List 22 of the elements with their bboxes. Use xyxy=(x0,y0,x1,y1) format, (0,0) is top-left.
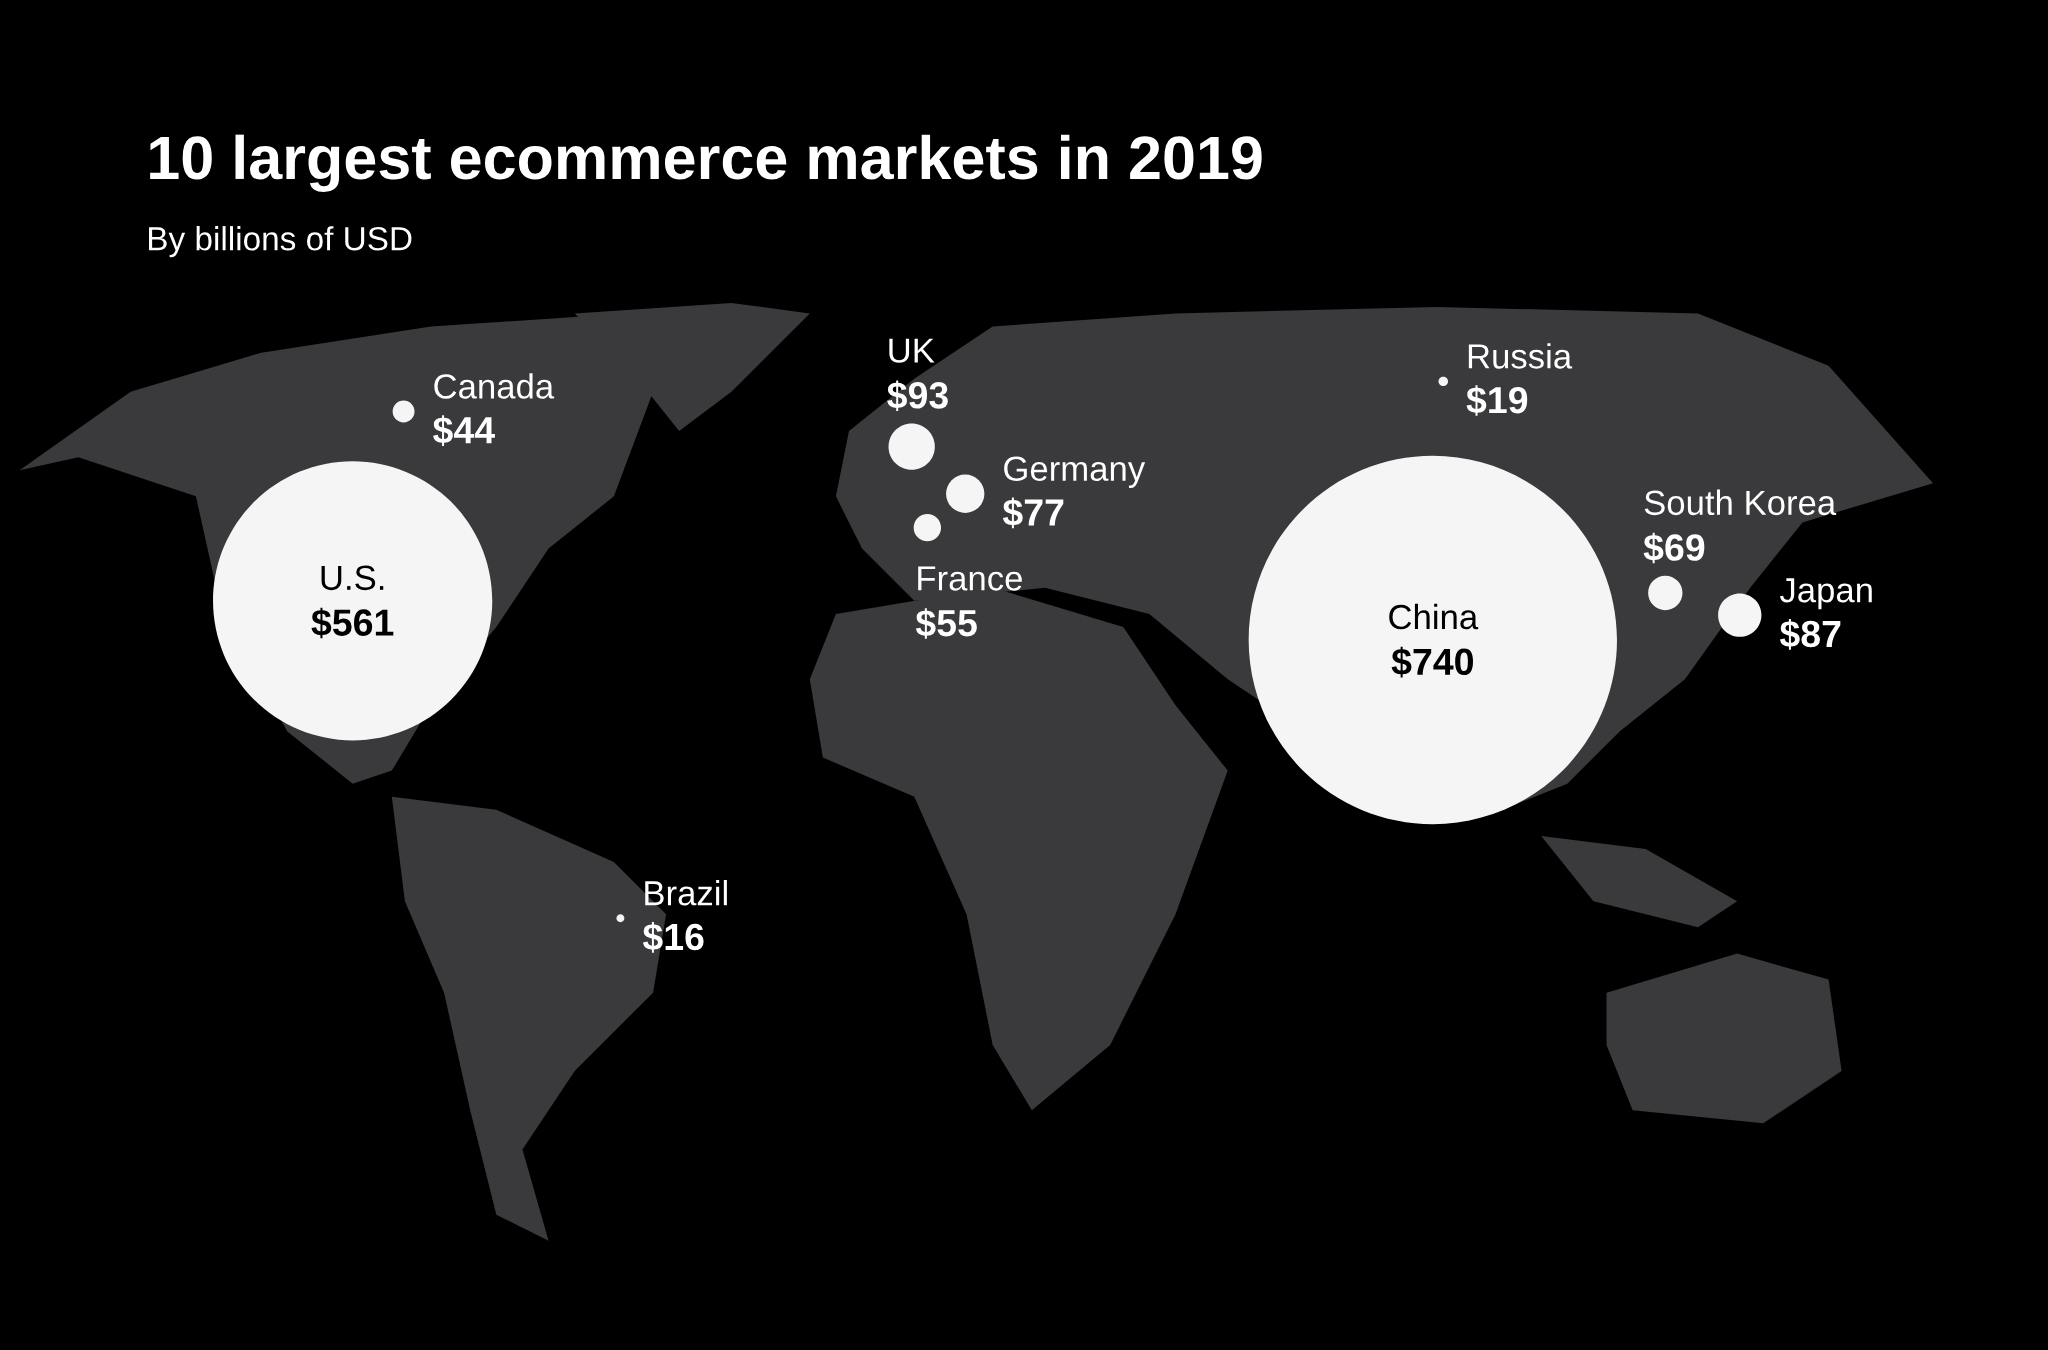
category-label: Canada xyxy=(434,373,555,399)
data-label: $740 xyxy=(1391,646,1473,678)
data-label: $87 xyxy=(1779,619,1841,650)
text: By billions of USD xyxy=(149,226,412,258)
text: 10 largest ecommerce markets in 2019 xyxy=(150,134,1262,192)
category-label: U.S. xyxy=(321,565,384,591)
category-label: South Korea xyxy=(1644,489,1837,516)
data-label: $55 xyxy=(915,608,977,639)
data-label: $44 xyxy=(433,415,495,446)
data-label: $93 xyxy=(887,380,948,412)
category-label: China xyxy=(1389,603,1479,630)
category-label: Germany xyxy=(1004,456,1146,488)
data-label: $77 xyxy=(1002,497,1064,529)
data-label: $19 xyxy=(1466,385,1528,416)
data-label: $69 xyxy=(1643,532,1705,564)
data-label: $16 xyxy=(642,922,704,953)
category-label: Russia xyxy=(1468,343,1573,369)
category-label: Japan xyxy=(1779,578,1872,610)
category-label: UK xyxy=(889,338,935,363)
category-label: Brazil xyxy=(645,880,727,906)
data-label: $561 xyxy=(311,607,394,639)
category-label: France xyxy=(918,566,1022,591)
